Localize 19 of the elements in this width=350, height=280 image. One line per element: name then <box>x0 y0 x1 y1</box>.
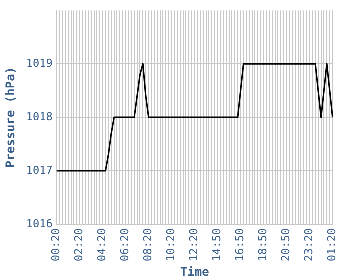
y-axis-title: Pressure (hPa) <box>3 66 18 168</box>
y-tick-label: 1016 <box>26 217 53 230</box>
x-tick-label: 06:20 <box>118 228 132 262</box>
x-tick-label: 10:20 <box>164 228 178 262</box>
x-tick-label: 16:50 <box>234 228 247 262</box>
x-tick-label: 01:20 <box>326 228 339 262</box>
y-tick-label: 1019 <box>26 56 53 70</box>
y-tick-label: 1017 <box>26 164 53 177</box>
x-tick-label: 23:20 <box>302 228 316 262</box>
x-tick-label: 14:50 <box>210 228 224 262</box>
x-tick-label: 04:20 <box>96 228 109 262</box>
y-tick-label: 1018 <box>26 110 53 124</box>
x-tick-label: 12:20 <box>188 228 201 262</box>
x-tick-label: 08:20 <box>142 228 155 262</box>
x-tick-label: 00:20 <box>50 228 63 262</box>
x-axis-title: Time <box>180 264 210 279</box>
x-tick-label: 20:50 <box>280 228 293 262</box>
x-tick-label: 02:20 <box>72 228 86 262</box>
x-tick-label: 18:50 <box>256 228 270 262</box>
